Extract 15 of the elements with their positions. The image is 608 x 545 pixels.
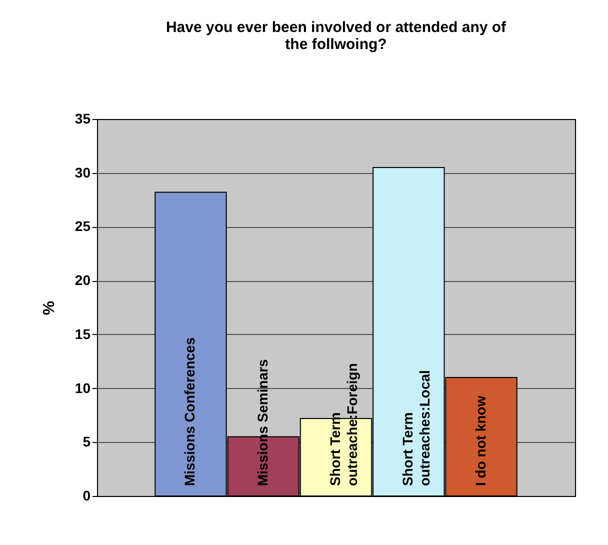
x-tick-label: Missions Seminars xyxy=(254,358,270,486)
x-tick-label: I do not know xyxy=(472,396,488,486)
y-tick-label: 5 xyxy=(82,434,91,450)
y-tick-label: 25 xyxy=(74,218,91,234)
y-axis-title: % xyxy=(40,300,58,316)
y-tick-label: 30 xyxy=(74,164,91,180)
x-tick-label: Missions Conferences xyxy=(182,337,198,486)
text: the follwoing? xyxy=(285,36,387,53)
y-tick-label: 20 xyxy=(74,272,91,288)
y-tick-label: 10 xyxy=(74,380,91,396)
text: Have you ever been involved or attended any of xyxy=(166,19,506,36)
y-tick-label: 0 xyxy=(82,488,91,504)
x-tick-label: Short Term outreaches:Local xyxy=(400,370,433,486)
y-tick-label: 35 xyxy=(74,110,91,126)
y-tick-label: 15 xyxy=(74,326,91,342)
